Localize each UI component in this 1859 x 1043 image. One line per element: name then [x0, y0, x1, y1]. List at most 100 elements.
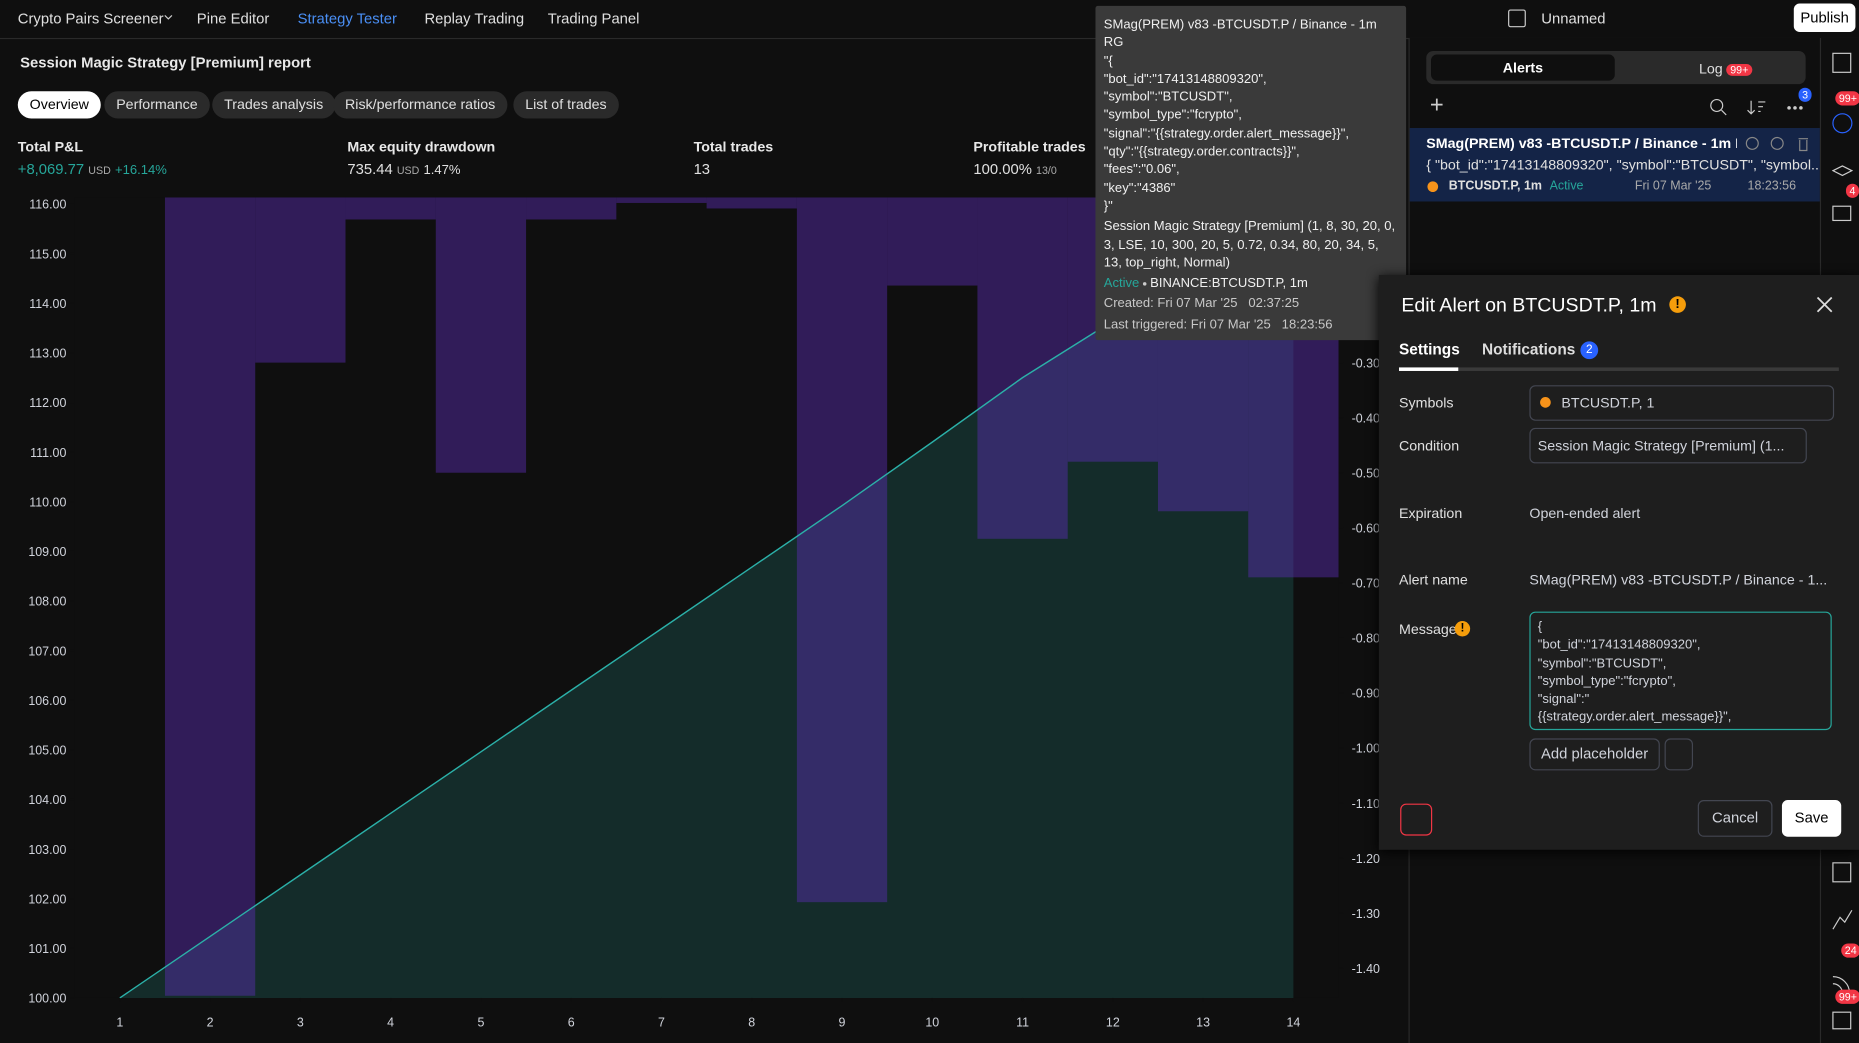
message-line: "symbol":"BTCUSDT",	[1537, 656, 1667, 671]
tab[interactable]: Overview	[17, 91, 101, 119]
metric-unit: USD	[88, 164, 111, 177]
metric-label: Total trades	[693, 138, 774, 156]
nav-item[interactable]: Trading Panel	[547, 10, 640, 28]
field-label: Condition	[1398, 437, 1460, 454]
decoration	[1816, 296, 1833, 313]
y-tick-label: 109.00	[28, 545, 66, 559]
decoration	[164, 14, 173, 20]
y-tick-label: 102.00	[28, 892, 66, 906]
decoration	[1770, 136, 1784, 150]
field-label: Symbols	[1398, 394, 1454, 412]
metric-value: 100.00%	[973, 161, 1032, 178]
decoration	[1793, 106, 1797, 110]
message-line: }"	[1103, 199, 1113, 214]
y-tick-label: 114.00	[29, 297, 66, 311]
y2-tick-label: -0.30	[1352, 356, 1380, 370]
message-line: "symbol_type":"fcrypto",	[1537, 674, 1676, 689]
decoration	[1832, 862, 1852, 883]
message-line: "key":"4386"	[1103, 180, 1176, 196]
metric-pct: +16.14%	[114, 163, 167, 178]
symbols-select[interactable]	[1529, 385, 1835, 421]
field-label: Expiration	[1398, 504, 1463, 522]
field-value[interactable]: Open-ended alert	[1529, 504, 1641, 522]
cancel-button[interactable]: Cancel	[1697, 800, 1773, 837]
notifications-badge: 2	[1580, 341, 1599, 360]
y2-tick-label: -0.70	[1352, 577, 1380, 591]
delete-button[interactable]	[1400, 803, 1433, 836]
metric-value: +8,069.77	[17, 161, 85, 178]
tab[interactable]: Trades analysis	[212, 91, 336, 119]
decoration: 735.44 USD 1.47%	[347, 161, 460, 178]
report-title[interactable]: Session Magic Strategy [Premium] report	[20, 54, 311, 72]
toolbar-badge: 99+	[1835, 91, 1859, 106]
log-tab[interactable]: Log 99+	[1699, 60, 1752, 77]
alert-time: 18:23:56	[1747, 178, 1797, 194]
metric-label: Max equity drawdown	[347, 138, 496, 156]
nav-item[interactable]: Strategy Tester	[297, 10, 397, 28]
condition-select[interactable]	[1529, 427, 1807, 464]
metric-extra: 13/0	[1036, 164, 1057, 177]
decoration	[1832, 52, 1852, 73]
top-bar	[0, 0, 1859, 40]
y2-tick-label: -0.80	[1352, 632, 1380, 646]
drawdown-bar	[706, 197, 797, 209]
y-tick-label: 110.00	[29, 495, 66, 509]
x-tick-label: 9	[839, 1015, 846, 1029]
toolbar-badge: 4	[1845, 183, 1859, 198]
tab[interactable]: Performance	[104, 91, 210, 119]
decoration	[1747, 100, 1766, 115]
equity-area	[119, 196, 1294, 998]
decoration	[1710, 98, 1724, 113]
y-tick-label: 115.00	[29, 247, 66, 261]
count-badge: 3	[1798, 87, 1812, 102]
alert-message: { "bot_id":"17413148809320", "symbol":"B…	[1426, 156, 1823, 174]
decoration	[1427, 181, 1439, 193]
decoration	[1787, 106, 1791, 110]
dialog-title: Edit Alert on BTCUSDT.P, 1m	[1401, 295, 1657, 317]
y-tick-label: 111.00	[30, 446, 66, 460]
settings-tab[interactable]: Settings	[1398, 340, 1460, 358]
decoration	[1142, 281, 1147, 286]
add-icon[interactable]: +	[1429, 92, 1444, 119]
tooltip-last-triggered: Last triggered: Fri 07 Mar '25 18:23:56	[1103, 317, 1333, 332]
layout-icon[interactable]	[1508, 9, 1526, 28]
drawdown-bar	[526, 197, 617, 220]
nav-item[interactable]: Replay Trading	[424, 10, 525, 28]
x-tick-label: 14	[1286, 1015, 1300, 1029]
save-button[interactable]: Save	[1781, 800, 1842, 837]
tab[interactable]: List of trades	[513, 91, 619, 119]
add-placeholder-button[interactable]: Add placeholder	[1529, 738, 1660, 771]
y2-tick-label: -0.50	[1352, 466, 1380, 480]
alert-item[interactable]	[1409, 128, 1822, 202]
y2-tick-label: -1.10	[1352, 797, 1380, 811]
nav-item[interactable]: Crypto Pairs Screener	[17, 10, 164, 28]
layout-name[interactable]: Unnamed	[1541, 10, 1606, 28]
metric-label: Total P&L	[17, 138, 84, 156]
field-value[interactable]: SMag(PREM) v83 -BTCUSDT.P / Binance - 1.…	[1529, 571, 1828, 588]
decoration: +8,069.77 USD +16.14%	[18, 161, 167, 178]
message-line: "signal":"	[1537, 692, 1590, 707]
y-tick-label: 100.00	[28, 992, 66, 1006]
message-input[interactable]: {"bot_id":"17413148809320", "symbol":"BTC…	[1529, 611, 1832, 731]
x-tick-label: 13	[1196, 1015, 1210, 1029]
alerts-tab[interactable]: Alerts	[1431, 54, 1615, 81]
close-button[interactable]	[1816, 296, 1833, 313]
y-tick-label: 103.00	[28, 843, 66, 857]
y-tick-label: 104.00	[28, 793, 66, 807]
message-line: "bot_id":"17413148809320",	[1537, 638, 1701, 653]
toolbar-icons	[1831, 52, 1854, 1030]
alert-date: Fri 07 Mar '25	[1634, 178, 1712, 194]
drawdown-bar	[977, 197, 1068, 539]
drawdown-bar	[435, 197, 527, 473]
reset-button[interactable]	[1664, 738, 1694, 771]
tab[interactable]: Risk/performance ratios	[333, 91, 508, 119]
drawdown-bar	[164, 197, 256, 996]
y2-tick-label: -0.90	[1352, 687, 1380, 701]
notifications-tab[interactable]: Notifications	[1481, 340, 1576, 358]
field-label: Message	[1398, 621, 1457, 638]
nav-item[interactable]: Pine Editor	[196, 10, 270, 28]
publish-button[interactable]: Publish	[1793, 3, 1856, 33]
decoration: Active BINANCE:BTCUSDT.P, 1m	[1095, 275, 1406, 293]
x-tick-label: 2	[207, 1015, 214, 1029]
